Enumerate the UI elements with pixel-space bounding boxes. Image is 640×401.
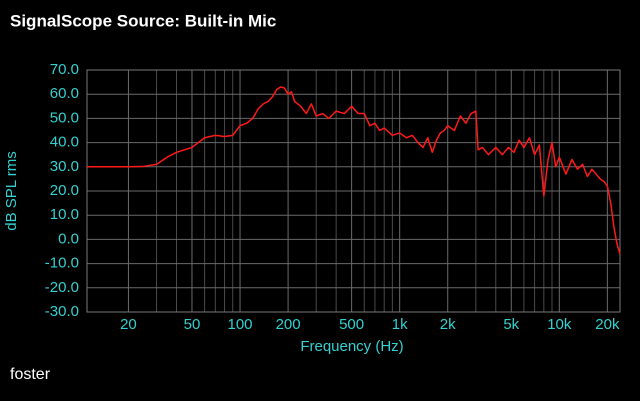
- x-tick-label: 500: [339, 316, 364, 333]
- x-tick-label: 20k: [595, 316, 620, 333]
- y-tick-label: 0.0: [58, 230, 79, 247]
- chart-title: SignalScope Source: Built-in Mic: [10, 11, 276, 30]
- y-axis-label: dB SPL rms: [3, 151, 20, 230]
- x-tick-label: 100: [228, 316, 253, 333]
- y-tick-label: -30.0: [45, 303, 79, 320]
- x-tick-label: 5k: [503, 316, 519, 333]
- x-tick-label: 10k: [547, 316, 572, 333]
- y-tick-label: 30.0: [50, 158, 79, 175]
- x-tick-label: 2k: [440, 316, 456, 333]
- y-tick-label: 70.0: [50, 61, 79, 78]
- x-tick-label: 200: [276, 316, 301, 333]
- y-tick-label: -10.0: [45, 255, 79, 272]
- x-tick-label: 1k: [392, 316, 408, 333]
- x-axis-label: Frequency (Hz): [300, 338, 403, 355]
- y-tick-label: 50.0: [50, 109, 79, 126]
- y-tick-label: -20.0: [45, 279, 79, 296]
- plot-frame: [86, 69, 621, 313]
- y-tick-label: 60.0: [50, 85, 79, 102]
- y-tick-label: 40.0: [50, 134, 79, 151]
- x-tick-label: 50: [184, 316, 201, 333]
- y-tick-label: 10.0: [50, 206, 79, 223]
- x-tick-label: 20: [120, 316, 137, 333]
- data-line: [87, 86, 621, 255]
- footer: foster: [10, 366, 51, 383]
- y-tick-label: 20.0: [50, 182, 79, 199]
